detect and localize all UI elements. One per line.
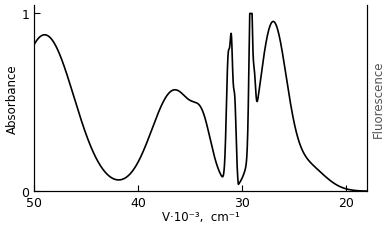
- Y-axis label: Absorbance: Absorbance: [5, 64, 19, 133]
- Y-axis label: Fluorescence: Fluorescence: [371, 60, 385, 137]
- X-axis label: V·10⁻³,  cm⁻¹: V·10⁻³, cm⁻¹: [162, 210, 240, 224]
